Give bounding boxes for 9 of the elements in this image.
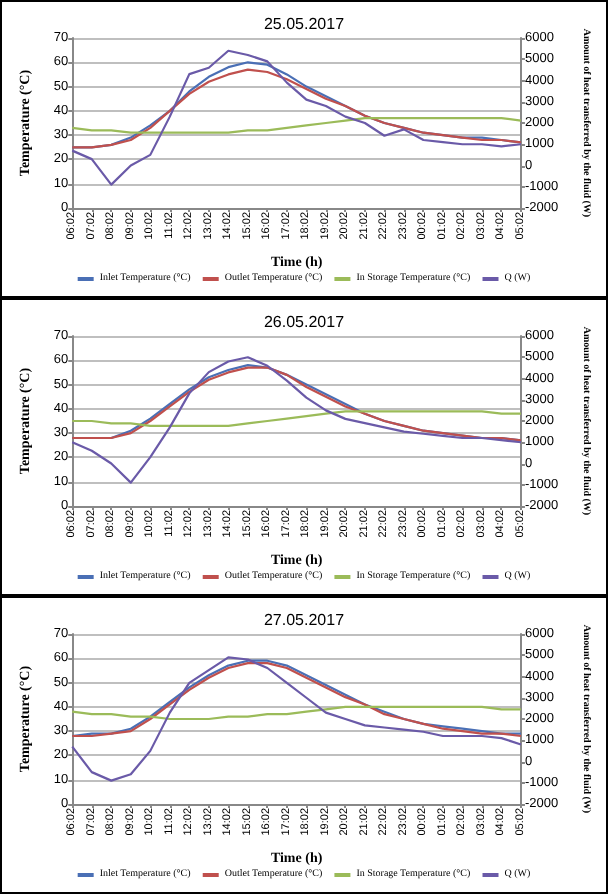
line-series: [71, 356, 523, 484]
chart-title: 25.05.2017: [263, 15, 346, 33]
line-series: [71, 49, 523, 186]
chart-title: 27.05.2017: [263, 611, 346, 629]
line-series: [71, 117, 523, 134]
chart-title: 26.05.2017: [263, 313, 346, 331]
line-series: [71, 656, 523, 782]
line-series: [71, 705, 523, 721]
line-series: [71, 410, 523, 427]
